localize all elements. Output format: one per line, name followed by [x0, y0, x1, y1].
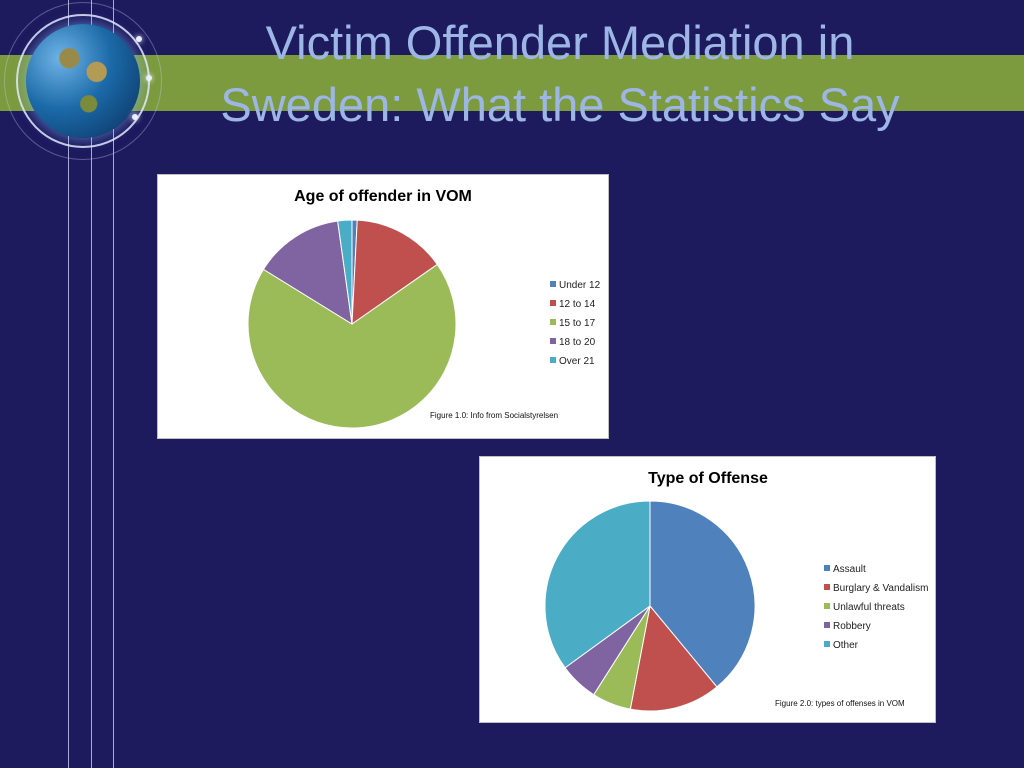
legend-label: 18 to 20 — [559, 337, 596, 348]
pie-slice-assault — [649, 500, 756, 688]
legend-swatch — [550, 300, 556, 306]
chart-legend: Assault Burglary & Vandalism Unlawful th… — [824, 564, 928, 651]
decor-line — [113, 0, 114, 768]
age-chart: Age of offender in VOM Under 12 12 to 14… — [247, 188, 601, 429]
legend-label: Assault — [833, 564, 866, 575]
sparkle-dot — [132, 114, 138, 120]
globe-outer-ring — [4, 2, 162, 160]
header-band — [0, 55, 1024, 111]
legend-label: Unlawful threats — [833, 602, 905, 613]
pie-slices — [247, 219, 457, 429]
legend-label: Robbery — [833, 621, 871, 632]
legend-swatch — [550, 338, 556, 344]
legend-swatch — [824, 622, 830, 628]
legend-label: Over 21 — [559, 356, 595, 367]
legend-swatch — [550, 357, 556, 363]
legend-swatch — [824, 641, 830, 647]
pie-slice-other — [544, 500, 651, 669]
pie-slice-18-to-20 — [262, 220, 353, 325]
legend-swatch — [550, 281, 556, 287]
sparkle-dot — [146, 75, 152, 81]
globe-ring — [16, 14, 150, 148]
legend-label: 15 to 17 — [559, 318, 596, 329]
legend-label: 12 to 14 — [559, 299, 596, 310]
legend-swatch — [550, 319, 556, 325]
legend-swatch — [824, 565, 830, 571]
pie-slice-burglary-vandalism — [629, 604, 718, 712]
offense-chart: Type of Offense Assault Burglary & Vanda… — [544, 470, 928, 712]
chart-title: Age of offender in VOM — [294, 188, 472, 205]
legend-label: Under 12 — [559, 280, 601, 291]
pie-slice-over-21 — [337, 219, 353, 325]
chart-panel-age: Age of offender in VOM Under 12 12 to 14… — [157, 174, 609, 439]
pie-slices — [544, 500, 756, 712]
chart-caption: Figure 1.0: Info from Socialstyrelsen — [430, 411, 558, 420]
sparkle-dot — [136, 36, 142, 42]
chart-caption: Figure 2.0: types of offenses in VOM — [775, 699, 905, 708]
slide-title-line2: Sweden: What the Statistics Say — [220, 78, 900, 131]
decor-line — [68, 0, 69, 768]
slide-title-line1: Victim Offender Mediation in — [265, 16, 855, 69]
decor-line — [91, 0, 92, 768]
pie-slice-12-to-14 — [351, 219, 438, 325]
legend-swatch — [824, 603, 830, 609]
pie-slice-15-to-17 — [247, 263, 457, 429]
chart-legend: Under 12 12 to 14 15 to 17 18 to 20 Over… — [550, 280, 601, 367]
globe-icon — [26, 24, 140, 138]
chart-title: Type of Offense — [648, 470, 768, 487]
legend-label: Other — [833, 640, 859, 651]
legend-swatch — [824, 584, 830, 590]
chart-panel-offense: Type of Offense Assault Burglary & Vanda… — [479, 456, 936, 723]
slide-title: Victim Offender Mediation in Sweden: Wha… — [150, 12, 970, 136]
legend-label: Burglary & Vandalism — [833, 583, 928, 594]
